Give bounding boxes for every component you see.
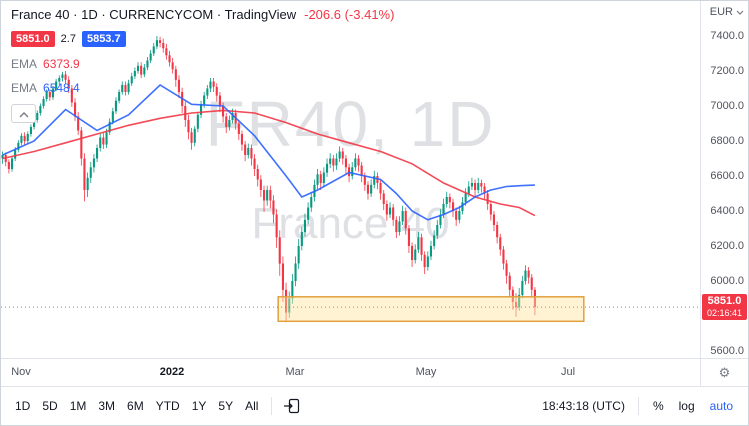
ema-label: EMA bbox=[11, 81, 38, 95]
bid-price-badge: 5851.0 bbox=[11, 31, 55, 47]
time-axis-label: Jul bbox=[560, 366, 576, 378]
range-button-ytd[interactable]: YTD bbox=[150, 394, 186, 418]
watermark-symbol: FR40, 1D bbox=[205, 88, 496, 160]
bar-countdown: 02:16:41 bbox=[706, 308, 743, 318]
range-button-1m[interactable]: 1M bbox=[64, 394, 93, 418]
chevron-up-icon bbox=[19, 106, 29, 121]
indicator-ema-blue[interactable]: EMA 6548.4 bbox=[11, 81, 394, 95]
axis-corner: ⚙ bbox=[700, 358, 748, 386]
clock-utc[interactable]: 18:43:18 (UTC) bbox=[542, 399, 625, 413]
range-button-3m[interactable]: 3M bbox=[92, 394, 121, 418]
candles-layer bbox=[1, 36, 536, 323]
time-axis-label: 2022 bbox=[159, 366, 185, 378]
current-price: 5851.0 bbox=[707, 295, 742, 307]
currency-label: EUR bbox=[709, 6, 733, 18]
spread-value: 2.7 bbox=[60, 33, 76, 45]
range-button-1d[interactable]: 1D bbox=[9, 394, 36, 418]
range-button-all[interactable]: All bbox=[239, 394, 264, 418]
time-axis-label: Mar bbox=[285, 366, 305, 378]
range-button-5y[interactable]: 5Y bbox=[212, 394, 239, 418]
ema-value: 6548.4 bbox=[43, 81, 80, 95]
ema-value: 6373.9 bbox=[43, 57, 80, 71]
time-axis-label: Nov bbox=[11, 366, 31, 378]
range-button-1y[interactable]: 1Y bbox=[186, 394, 213, 418]
auto-scale-button[interactable]: auto bbox=[703, 394, 740, 418]
price-axis-label: 6200.0 bbox=[710, 240, 744, 252]
chart-pane[interactable]: FR40, 1D France 40 France 40 · 1D · CURR… bbox=[1, 1, 700, 358]
legend-collapse-button[interactable] bbox=[11, 104, 36, 123]
range-button-5d[interactable]: 5D bbox=[36, 394, 63, 418]
bottom-toolbar: 1D 5D 1M 3M 6M YTD 1Y 5Y All 18:43:18 (UTC) % lo… bbox=[1, 386, 748, 425]
price-axis-label: 6400.0 bbox=[710, 205, 744, 217]
log-scale-button[interactable]: log bbox=[672, 394, 702, 418]
price-axis[interactable]: EUR 7400.0 7200.0 7000.0 6800.0 6600.0 6400.0… bbox=[700, 1, 748, 358]
chevron-down-icon bbox=[736, 6, 744, 18]
price-axis-label: 7200.0 bbox=[710, 65, 744, 77]
time-axis-label: May bbox=[415, 366, 437, 378]
price-axis-label: 6000.0 bbox=[710, 275, 744, 287]
go-to-date-icon[interactable] bbox=[279, 393, 305, 419]
indicator-ema-red[interactable]: EMA 6373.9 bbox=[11, 57, 394, 71]
price-axis-label: 7400.0 bbox=[710, 30, 744, 42]
toolbar-divider bbox=[637, 397, 639, 415]
price-axis-label: 7000.0 bbox=[710, 100, 744, 112]
ask-price-badge: 5853.7 bbox=[81, 31, 126, 47]
percent-scale-button[interactable]: % bbox=[646, 394, 671, 418]
watermark-name: France 40 bbox=[251, 199, 450, 248]
date-range-group: 1D 5D 1M 3M 6M YTD 1Y 5Y All bbox=[9, 394, 264, 418]
price-axis-label: 6800.0 bbox=[710, 135, 744, 147]
time-axis[interactable]: Nov 2022 Mar May Jul bbox=[1, 358, 700, 386]
highlight-rectangle[interactable] bbox=[277, 296, 585, 323]
ema-label: EMA bbox=[11, 57, 38, 71]
ema-line[interactable] bbox=[2, 83, 535, 221]
toolbar-divider bbox=[271, 397, 273, 415]
price-axis-label: 5600.0 bbox=[710, 345, 744, 357]
settings-gear-icon[interactable]: ⚙ bbox=[718, 364, 731, 380]
candlestick-chart[interactable] bbox=[1, 1, 700, 358]
price-change: -206.6 (-3.41%) bbox=[304, 7, 395, 22]
price-axis-label: 6600.0 bbox=[710, 170, 744, 182]
currency-selector[interactable]: EUR bbox=[710, 6, 744, 18]
chart-legend: France 40 · 1D · CURRENCYCOM · TradingVi… bbox=[11, 7, 394, 123]
current-price-badge: 5851.0 02:16:41 bbox=[702, 294, 747, 320]
symbol-title[interactable]: France 40 · 1D · CURRENCYCOM · TradingVi… bbox=[11, 7, 297, 22]
range-button-6m[interactable]: 6M bbox=[121, 394, 150, 418]
ema-line[interactable] bbox=[2, 109, 536, 217]
